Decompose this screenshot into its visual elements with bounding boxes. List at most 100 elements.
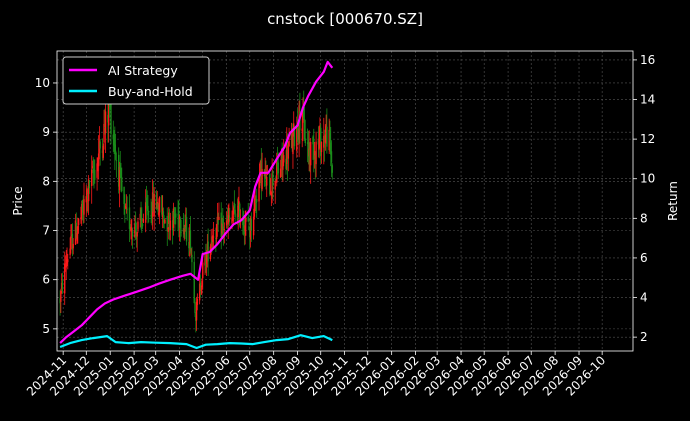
candle-body — [87, 179, 90, 202]
candle-body — [243, 230, 246, 234]
candle-body — [77, 226, 79, 231]
candle-body — [303, 119, 306, 140]
candle-body — [291, 129, 293, 149]
candle-body — [194, 302, 196, 313]
candle-body — [253, 200, 256, 217]
candle-body — [148, 211, 150, 213]
candle-body — [249, 217, 252, 240]
candle-body — [98, 141, 101, 154]
candle-body — [152, 193, 155, 212]
candle-body — [309, 149, 311, 161]
candle-body — [139, 213, 141, 220]
candle-body — [167, 228, 169, 229]
candle-body — [195, 315, 197, 321]
candle-body — [204, 254, 206, 266]
candle-body — [231, 217, 233, 224]
candle-body — [323, 135, 326, 145]
candle-body — [236, 213, 239, 221]
candle-body — [125, 207, 128, 210]
candle-body — [301, 128, 303, 132]
left-tick-label: 6 — [42, 273, 50, 287]
candle-body — [150, 215, 152, 217]
candle-body — [212, 236, 215, 238]
candle-body — [320, 127, 322, 156]
candle-body — [118, 167, 121, 191]
candle-body — [177, 214, 179, 216]
candle-body — [103, 123, 105, 143]
candle-body — [61, 280, 64, 292]
candle-body — [238, 201, 240, 206]
candle-body — [124, 206, 127, 208]
candle-body — [249, 229, 251, 238]
candle-body — [121, 177, 123, 191]
candle-body — [323, 135, 325, 148]
candle-body — [182, 228, 185, 232]
candle-body — [83, 199, 85, 215]
candle-body — [328, 129, 330, 151]
candle-body — [248, 226, 250, 230]
candle-body — [59, 298, 61, 304]
candle-body — [306, 142, 309, 145]
right-tick-label: 4 — [640, 291, 648, 305]
return-series — [59, 60, 334, 350]
candle-body — [276, 162, 279, 168]
candle-body — [312, 136, 314, 145]
right-tick-label: 16 — [640, 53, 655, 67]
candle-body — [255, 200, 257, 203]
candle-body — [309, 141, 312, 166]
candle-body — [168, 212, 170, 224]
candle-body — [130, 227, 132, 232]
candle-body — [266, 177, 268, 186]
candle-body — [245, 218, 247, 222]
candle-body — [193, 261, 195, 304]
candle-body — [274, 180, 276, 190]
right-tick-label: 2 — [640, 330, 648, 344]
candle-body — [269, 190, 272, 195]
candle-body — [286, 148, 289, 163]
candle-body — [107, 114, 109, 123]
candle-body — [258, 178, 260, 202]
candle-body — [215, 224, 218, 240]
candle-body — [147, 205, 149, 216]
candle-body — [77, 218, 80, 226]
candle-body — [126, 208, 128, 210]
candle-body — [85, 196, 88, 203]
candle-body — [247, 216, 249, 222]
candle-body — [65, 263, 67, 268]
candle-body — [210, 242, 212, 250]
candle-body — [237, 205, 239, 218]
candle-body — [151, 192, 154, 217]
candle-body — [67, 259, 69, 263]
candle-body — [88, 180, 91, 189]
candle-body — [317, 140, 320, 145]
series-line-buy-and-hold — [59, 334, 333, 350]
candle-body — [325, 126, 327, 133]
candle-body — [239, 203, 241, 226]
candle-body — [142, 218, 145, 223]
candle-body — [69, 248, 71, 256]
candle-body — [196, 298, 199, 305]
right-tick-label: 10 — [640, 172, 655, 186]
series-line-ai-strategy — [59, 60, 334, 344]
candle-body — [293, 129, 296, 147]
candle-body — [195, 301, 198, 321]
candle-body — [212, 235, 214, 242]
candle-body — [93, 171, 95, 173]
candle-body — [279, 168, 282, 178]
candle-body — [331, 165, 333, 173]
candle-body — [141, 218, 143, 222]
candle-body — [233, 202, 236, 209]
candle-body — [329, 131, 331, 141]
left-tick-label: 10 — [35, 76, 50, 90]
candle-body — [303, 106, 305, 120]
candle-body — [158, 197, 161, 213]
candle-body — [190, 253, 192, 256]
candle-body — [109, 104, 111, 107]
candle-body — [330, 142, 332, 155]
candle-body — [198, 283, 201, 301]
candle-body — [144, 202, 147, 223]
candle-body — [199, 282, 202, 292]
candle-body — [209, 246, 212, 260]
candle-body — [178, 210, 180, 226]
candle-body — [188, 230, 191, 246]
